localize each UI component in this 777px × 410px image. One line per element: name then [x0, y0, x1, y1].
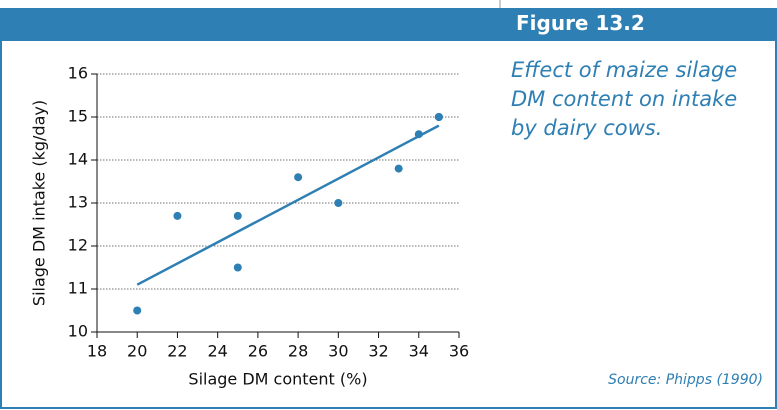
x-tick-label: 32 [368, 342, 388, 361]
x-tick-label: 26 [248, 342, 268, 361]
point [133, 306, 142, 315]
source: Source: Phipps (1990) [608, 372, 763, 388]
x-tick-label: 28 [288, 342, 308, 361]
frame [0, 39, 777, 409]
point [414, 130, 423, 139]
y-tick-label: 13 [68, 193, 88, 212]
point [173, 211, 182, 220]
y-tick-label: 10 [68, 322, 88, 341]
x-tick-label: 20 [127, 342, 147, 361]
x-tick-label: 30 [328, 342, 348, 361]
y-tick-label: 16 [68, 64, 88, 83]
point [394, 164, 403, 173]
point [294, 173, 303, 182]
x-tick-label: 18 [87, 342, 107, 361]
caption: Effect of maize silage DM content on int… [511, 58, 738, 140]
trend-line [136, 124, 440, 286]
point [233, 211, 242, 220]
x-tick-label: 22 [167, 342, 187, 361]
y-tick-label: 11 [68, 279, 88, 298]
y-tick-label: 12 [68, 236, 88, 255]
y-tick-label: 14 [68, 150, 88, 169]
y-tick-label: 15 [68, 107, 88, 126]
point [434, 113, 443, 121]
header-bar [0, 8, 777, 40]
y-axis-label: Silage DM intake (kg/day) [30, 100, 49, 306]
figure-label: Figure 13.2 [516, 11, 645, 35]
x-tick-label: 34 [409, 342, 429, 361]
x-axis-label: Silage DM content (%) [188, 370, 367, 389]
point [334, 199, 343, 207]
point [233, 263, 242, 272]
x-tick-label: 36 [449, 342, 469, 361]
x-tick-label: 24 [207, 342, 227, 361]
